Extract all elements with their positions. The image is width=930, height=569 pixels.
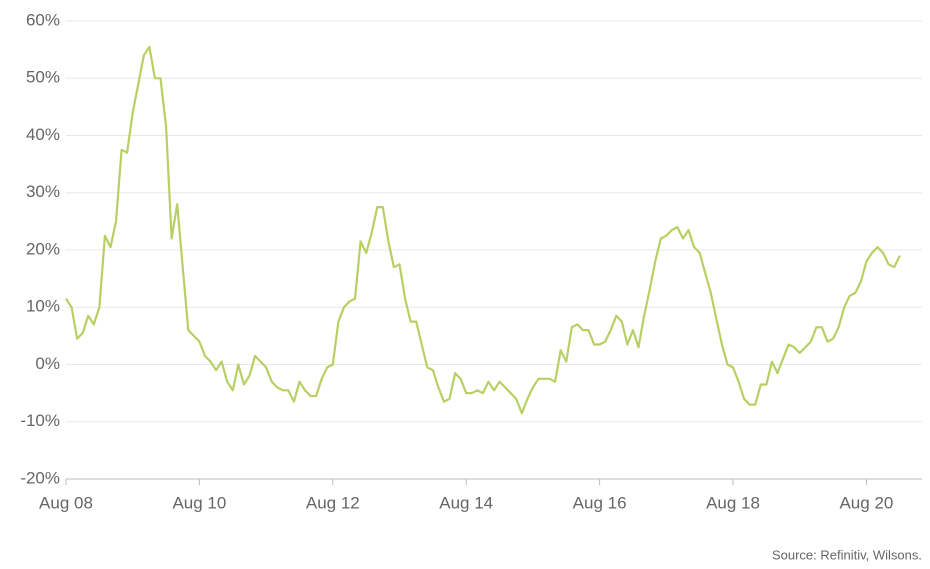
line: [65, 45, 901, 415]
y-tick-label: 10%: [26, 297, 60, 316]
x-tick-label: Aug 08: [39, 493, 93, 512]
x-tick-label: Aug 16: [573, 493, 627, 512]
x-tick-label: Aug 12: [306, 493, 360, 512]
x-tick-label: Aug 14: [439, 493, 493, 512]
y-tick-label: -10%: [20, 411, 60, 430]
y-tick-label: 40%: [26, 125, 60, 144]
x-tick-label: Aug 18: [706, 493, 760, 512]
y-tick-label: 0%: [35, 354, 60, 373]
x-tick-label: Aug 10: [172, 493, 226, 512]
x-tick-label: Aug 20: [839, 493, 893, 512]
y-tick-label: -20%: [20, 468, 60, 487]
y-tick-label: 30%: [26, 182, 60, 201]
source: Source: Refinitiv, Wilsons.: [772, 547, 922, 562]
y-tick-label: 60%: [26, 10, 60, 29]
y-tick-label: 20%: [26, 239, 60, 258]
y-tick-label: 50%: [26, 68, 60, 87]
